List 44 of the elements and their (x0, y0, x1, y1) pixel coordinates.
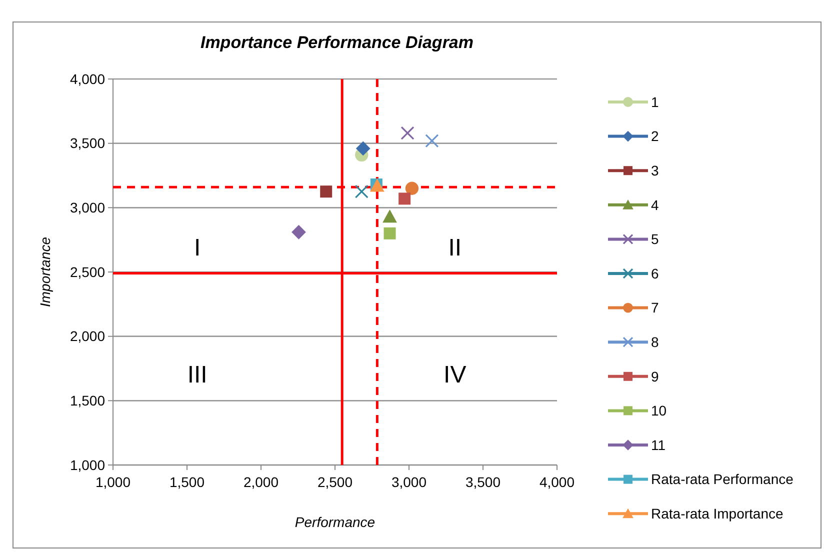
legend-label: 2 (651, 128, 659, 144)
y-tick-label: 4,000 (70, 70, 106, 87)
point (405, 182, 419, 195)
y-tick-label: 3,500 (70, 135, 106, 152)
legend-label: 6 (651, 265, 659, 282)
y-tick-label: 2,000 (70, 328, 106, 344)
legend-label: 3 (651, 162, 659, 178)
x-tick-label: 4,000 (539, 474, 575, 490)
x-axis-title: Performance (294, 514, 376, 530)
y-tick-label: 1,500 (70, 392, 106, 409)
annotation: IV (444, 362, 466, 389)
legend-label: 7 (651, 300, 659, 316)
x-tick-label: 1,500 (169, 474, 205, 490)
point (354, 184, 368, 198)
annotation: II (448, 234, 462, 262)
y-tick-label: 1,000 (70, 456, 106, 473)
legend-label: 4 (651, 196, 659, 213)
annotation: III (187, 362, 208, 389)
legend-label: Rata-rata Importance (651, 506, 784, 522)
legend-label: 1 (651, 94, 659, 110)
y-tick-label: 2,500 (70, 264, 106, 280)
legend-label: 5 (651, 231, 659, 248)
y-tick-label: 3,000 (70, 200, 106, 216)
annotation: I (194, 234, 201, 262)
point (384, 227, 396, 240)
point (292, 224, 306, 240)
legend-label: 9 (651, 368, 659, 384)
point (398, 192, 411, 205)
point (320, 186, 332, 198)
legend-label: 10 (651, 402, 667, 419)
point (356, 141, 370, 156)
x-tick-label: 2,500 (317, 474, 353, 490)
point (382, 209, 397, 223)
x-tick-label: 3,000 (391, 474, 427, 490)
point (425, 134, 439, 148)
legend-label: Rata-rata Performance (651, 471, 794, 488)
legend-label: 11 (651, 436, 666, 453)
legend-label: 8 (651, 334, 659, 350)
point (400, 126, 414, 140)
x-tick-label: 2,000 (243, 474, 279, 490)
y-axis-title: Importance (37, 236, 53, 308)
x-tick-label: 3,500 (465, 474, 501, 490)
x-tick-label: 1,000 (95, 474, 131, 490)
chart-title: Importance Performance Diagram (200, 33, 474, 52)
